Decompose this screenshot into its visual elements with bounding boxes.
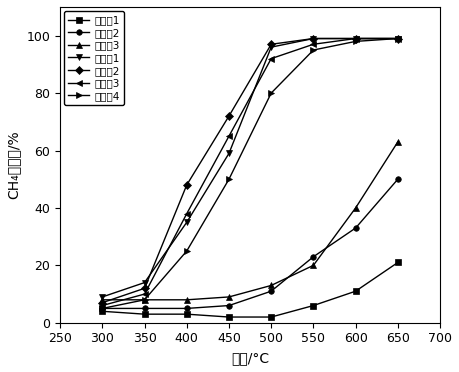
Y-axis label: CH₄转化率/%: CH₄转化率/%: [7, 131, 21, 199]
对比例2: [311, 254, 316, 259]
对比例1: [269, 315, 274, 319]
对比例1: [395, 260, 401, 265]
实施例1: [100, 295, 105, 299]
对比例2: [226, 303, 232, 308]
实施例3: [353, 36, 358, 41]
对比例1: [100, 309, 105, 314]
实施例2: [100, 301, 105, 305]
实施例4: [269, 91, 274, 95]
对比例1: [184, 312, 190, 317]
对比例2: [395, 177, 401, 182]
对比例3: [311, 263, 316, 267]
实施例2: [184, 183, 190, 187]
实施例2: [269, 42, 274, 46]
对比例3: [142, 298, 147, 302]
Line: 实施例4: 实施例4: [100, 36, 401, 311]
实施例1: [226, 151, 232, 155]
Line: 对比例1: 对比例1: [100, 260, 401, 320]
X-axis label: 温度/°C: 温度/°C: [231, 351, 269, 365]
实施例1: [353, 36, 358, 41]
对比例1: [353, 289, 358, 294]
实施例2: [226, 114, 232, 118]
Line: 实施例1: 实施例1: [100, 36, 401, 300]
实施例2: [395, 36, 401, 41]
对比例2: [184, 306, 190, 311]
Legend: 对比例1, 对比例2, 对比例3, 实施例1, 实施例2, 实施例3, 实施例4: 对比例1, 对比例2, 对比例3, 实施例1, 实施例2, 实施例3, 实施例4: [64, 11, 124, 105]
对比例1: [226, 315, 232, 319]
实施例1: [395, 36, 401, 41]
实施例2: [142, 286, 147, 291]
Line: 对比例2: 对比例2: [100, 176, 401, 311]
实施例3: [269, 57, 274, 61]
对比例3: [395, 140, 401, 144]
实施例4: [353, 39, 358, 44]
实施例2: [353, 36, 358, 41]
实施例2: [311, 36, 316, 41]
实施例4: [142, 298, 147, 302]
实施例1: [184, 220, 190, 225]
对比例2: [269, 289, 274, 294]
对比例1: [142, 312, 147, 317]
对比例3: [184, 298, 190, 302]
Line: 实施例2: 实施例2: [100, 36, 401, 305]
实施例4: [184, 249, 190, 253]
实施例3: [142, 292, 147, 296]
对比例3: [100, 298, 105, 302]
对比例3: [226, 295, 232, 299]
实施例4: [395, 36, 401, 41]
对比例2: [100, 306, 105, 311]
实施例3: [184, 211, 190, 216]
对比例1: [311, 303, 316, 308]
对比例2: [353, 226, 358, 230]
Line: 对比例3: 对比例3: [100, 139, 401, 302]
实施例1: [311, 36, 316, 41]
实施例3: [311, 42, 316, 46]
实施例4: [226, 177, 232, 182]
实施例3: [226, 134, 232, 138]
对比例3: [269, 283, 274, 288]
Line: 实施例3: 实施例3: [100, 36, 401, 308]
实施例3: [395, 36, 401, 41]
实施例3: [100, 303, 105, 308]
实施例4: [100, 306, 105, 311]
实施例4: [311, 48, 316, 52]
对比例3: [353, 206, 358, 210]
对比例2: [142, 306, 147, 311]
实施例1: [142, 280, 147, 285]
实施例1: [269, 45, 274, 49]
